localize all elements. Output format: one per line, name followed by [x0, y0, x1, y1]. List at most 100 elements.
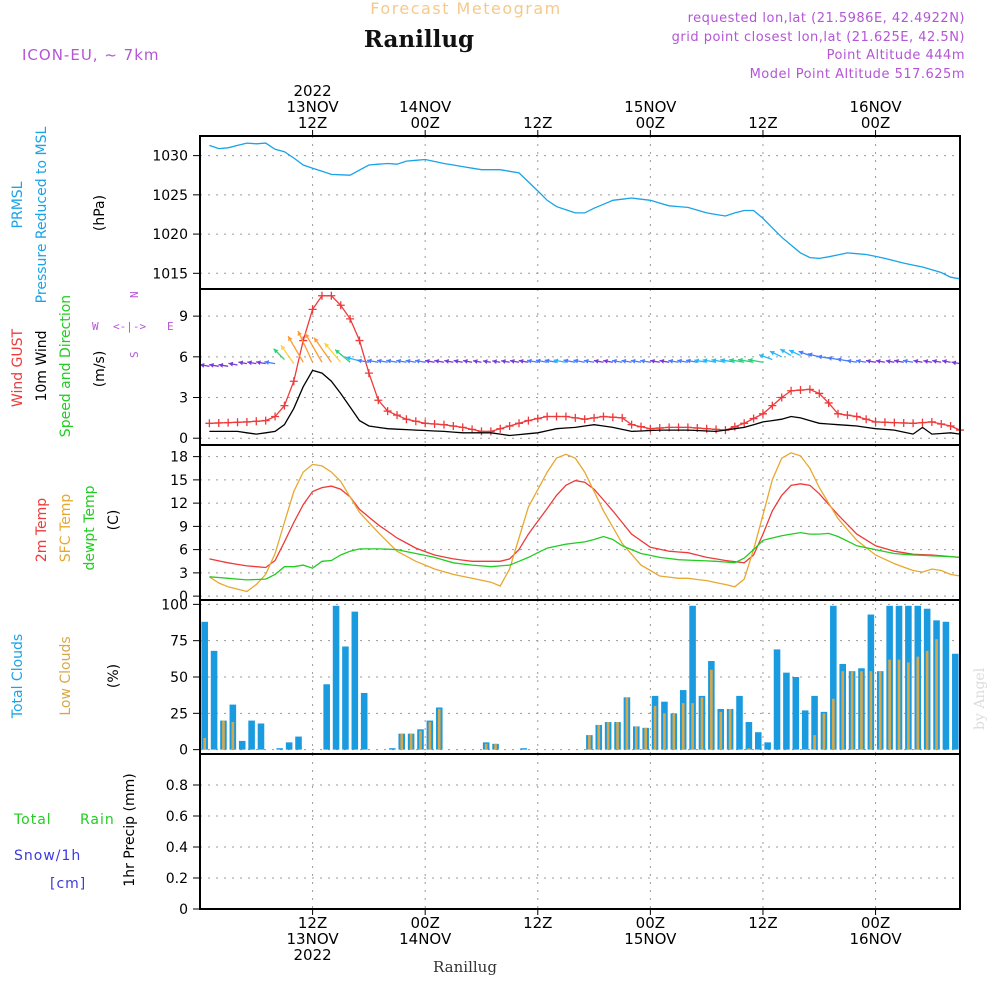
meteogram-figure: Forecast Meteogram Ranillug ICON-EU, ~ 7… — [0, 0, 1000, 1000]
time-label: 12Z — [523, 114, 552, 132]
y-tick-label: 9 — [179, 519, 188, 535]
total-cloud-bar — [201, 622, 208, 750]
gust-point-marker — [356, 337, 364, 345]
compass-south: S — [128, 351, 141, 358]
gust-point-marker — [590, 414, 598, 422]
y-tick-label: 3 — [179, 391, 188, 407]
compass-north: N — [128, 291, 141, 298]
wind-compass-legend: N W <-|-> E S — [92, 291, 174, 358]
gust-point-marker — [431, 420, 439, 428]
compass-east: E — [167, 320, 174, 333]
y-tick-label: 0.2 — [166, 871, 188, 887]
low-cloud-bar — [663, 713, 666, 749]
gust-point-marker — [234, 418, 242, 426]
gust-point-marker — [402, 415, 410, 423]
gust-point-marker — [843, 411, 851, 419]
gust-point-marker — [318, 292, 326, 300]
wind-panel: 0369 — [179, 289, 964, 447]
low-cloud-bar — [588, 735, 591, 750]
total-cloud-bar — [295, 737, 302, 750]
low-cloud-bar — [682, 703, 685, 749]
y-tick-label: 1020 — [152, 227, 188, 243]
total-cloud-bar — [952, 654, 959, 750]
y-tick-label: 50 — [170, 670, 188, 686]
10m-wind-line — [209, 370, 960, 435]
y-tick-label: 0 — [179, 902, 188, 918]
low-cloud-bar — [607, 722, 610, 750]
low-cloud-bar — [841, 671, 844, 749]
gust-point-marker — [872, 418, 880, 426]
total-cloud-bar — [361, 693, 368, 750]
panel-frame — [200, 754, 960, 909]
time-label: 14NOV — [399, 930, 452, 948]
precip-label-snow: Snow/1h — [14, 848, 81, 864]
temp-label-sfc: SFC Temp — [58, 494, 74, 563]
gust-point-marker — [553, 413, 561, 421]
total-cloud-bar — [755, 732, 762, 749]
location-title: Ranillug — [364, 26, 474, 53]
y-tick-label: 1015 — [152, 266, 188, 282]
low-cloud-bar — [888, 660, 891, 750]
precip-label-rain: Rain — [80, 812, 115, 828]
total-cloud-bar — [520, 748, 527, 749]
y-tick-label: 9 — [179, 309, 188, 325]
clouds-panel: 0255075100 — [161, 597, 960, 758]
temp-label-dewpt: dewpt Temp — [82, 485, 98, 570]
gust-point-marker — [750, 415, 758, 423]
gust-point-marker — [853, 413, 861, 421]
clouds-label-total: Total Clouds — [10, 634, 26, 719]
gust-point-marker — [262, 417, 270, 425]
gust-point-marker — [890, 419, 898, 427]
meteogram-title: Forecast Meteogram — [370, 0, 561, 18]
low-cloud-bar — [232, 722, 235, 750]
low-cloud-bar — [926, 651, 929, 750]
y-tick-label: 3 — [179, 566, 188, 582]
y-tick-label: 0.6 — [166, 809, 188, 825]
total-cloud-bar — [783, 673, 790, 750]
wind-label-gust: Wind GUST — [10, 328, 26, 407]
gust-point-marker — [712, 425, 720, 433]
time-label: 16NOV — [849, 930, 902, 948]
gust-point-marker — [806, 385, 814, 393]
gust-point-marker — [796, 386, 804, 394]
low-cloud-bar — [400, 734, 403, 750]
wind-direction-arrow — [314, 338, 331, 363]
low-cloud-bar — [851, 671, 854, 749]
wind-label-10m: 10m Wind — [34, 330, 50, 401]
low-cloud-bar — [616, 722, 619, 750]
total-cloud-bar — [943, 622, 950, 750]
gust-point-marker — [496, 425, 504, 433]
y-tick-label: 6 — [179, 350, 188, 366]
low-cloud-bar — [823, 713, 826, 749]
low-cloud-bar — [203, 738, 206, 750]
total-cloud-bar — [323, 684, 330, 749]
low-cloud-bar — [870, 671, 873, 749]
y-tick-label: 12 — [170, 496, 188, 512]
gust-point-marker — [524, 417, 532, 425]
low-cloud-bar — [701, 697, 704, 749]
gust-point-marker — [937, 420, 945, 428]
model-label: ICON-EU, ~ 7km — [22, 46, 160, 64]
low-cloud-bar — [691, 703, 694, 749]
low-cloud-bar — [597, 725, 600, 750]
y-tick-label: 18 — [170, 450, 188, 466]
y-tick-label: 6 — [179, 543, 188, 559]
gust-point-marker — [637, 423, 645, 431]
total-cloud-bar — [239, 741, 246, 750]
gust-point-marker — [290, 377, 298, 385]
y-tick-label: 0.8 — [166, 778, 188, 794]
gust-point-marker — [918, 419, 926, 427]
compass-west: W — [92, 320, 99, 333]
low-cloud-bar — [729, 709, 732, 750]
gust-point-marker — [393, 411, 401, 419]
low-cloud-bar — [879, 671, 882, 749]
low-cloud-bar — [719, 712, 722, 750]
temp-label-2m: 2m Temp — [34, 498, 50, 562]
closest-gridpoint: grid point closest lon,lat (21.625E, 42.… — [672, 30, 965, 45]
low-cloud-bar — [654, 706, 657, 750]
time-label: 00Z — [861, 114, 890, 132]
gust-point-marker — [646, 425, 654, 433]
model-altitude: Model Point Altitude 517.625m — [750, 67, 965, 82]
low-cloud-bar — [813, 735, 816, 750]
wind-label-speed-dir: Speed and Direction — [58, 295, 74, 437]
